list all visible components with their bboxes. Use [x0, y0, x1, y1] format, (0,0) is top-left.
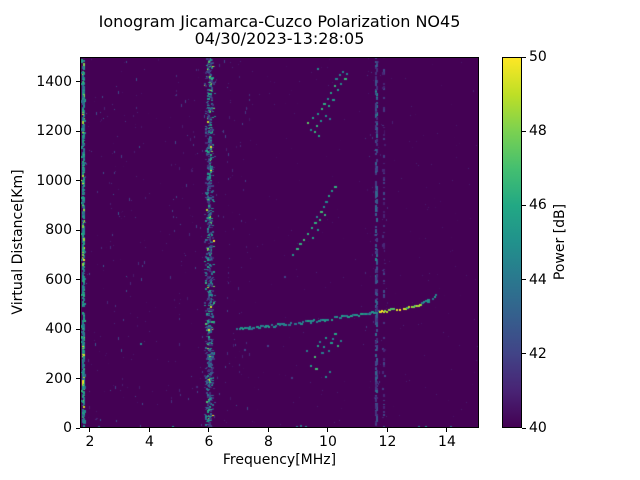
ionogram-heatmap-canvas [80, 57, 479, 428]
x-axis-label: Frequency[MHz] [222, 452, 337, 468]
colorbar-tick-label: 50 [529, 49, 547, 65]
colorbar-tick-mark [522, 353, 526, 355]
colorbar-tick-mark [522, 130, 526, 132]
x-tick-label: 2 [85, 434, 95, 450]
title-line-1: Ionogram Jicamarca-Cuzco Polarization NO… [98, 12, 461, 31]
colorbar-label: Power [dB] [552, 203, 568, 281]
colorbar-tick-label: 46 [529, 197, 547, 214]
x-tick-mark [446, 428, 448, 432]
y-tick-label: 400 [45, 321, 72, 338]
x-tick-label: 8 [264, 434, 273, 450]
y-tick-label: 1000 [36, 172, 72, 189]
colorbar-tick-mark [522, 56, 526, 58]
y-tick-label: 200 [45, 370, 72, 387]
y-tick-label: 800 [45, 222, 72, 239]
x-tick-label: 14 [438, 434, 456, 450]
y-tick-mark [76, 279, 80, 281]
y-tick-mark [76, 180, 80, 182]
x-tick-mark [327, 428, 329, 432]
colorbar-tick-mark [522, 204, 526, 206]
y-tick-mark [76, 328, 80, 330]
colorbar-tick-label: 48 [529, 123, 547, 140]
y-tick-mark [76, 81, 80, 83]
x-tick-label: 4 [145, 434, 154, 450]
colorbar-tick-label: 42 [529, 345, 547, 362]
colorbar-tick-label: 44 [529, 271, 547, 288]
y-tick-mark [76, 229, 80, 231]
y-tick-label: 1400 [36, 73, 72, 90]
colorbar-tick-label: 40 [529, 420, 547, 436]
x-tick-label: 12 [378, 434, 397, 450]
colorbar-gradient [502, 57, 522, 428]
y-tick-mark [76, 427, 80, 429]
x-tick-mark [148, 428, 150, 432]
y-tick-label: 1200 [36, 123, 72, 140]
colorbar-tick-mark [522, 427, 526, 429]
title-line-2: 04/30/2023-13:28:05 [194, 29, 365, 48]
x-tick-mark [208, 428, 210, 432]
x-tick-label: 6 [204, 434, 214, 450]
colorbar-tick-mark [522, 279, 526, 281]
y-tick-label: 600 [45, 271, 72, 288]
y-tick-label: 0 [63, 420, 72, 436]
x-tick-mark [89, 428, 91, 432]
figure-title: Ionogram Jicamarca-Cuzco Polarization NO… [80, 13, 479, 47]
y-axis-label: Virtual Distance[Km] [10, 169, 26, 315]
x-tick-mark [267, 428, 269, 432]
y-tick-mark [76, 130, 80, 132]
x-tick-label: 10 [319, 434, 337, 450]
x-tick-mark [386, 428, 388, 432]
y-tick-mark [76, 378, 80, 380]
